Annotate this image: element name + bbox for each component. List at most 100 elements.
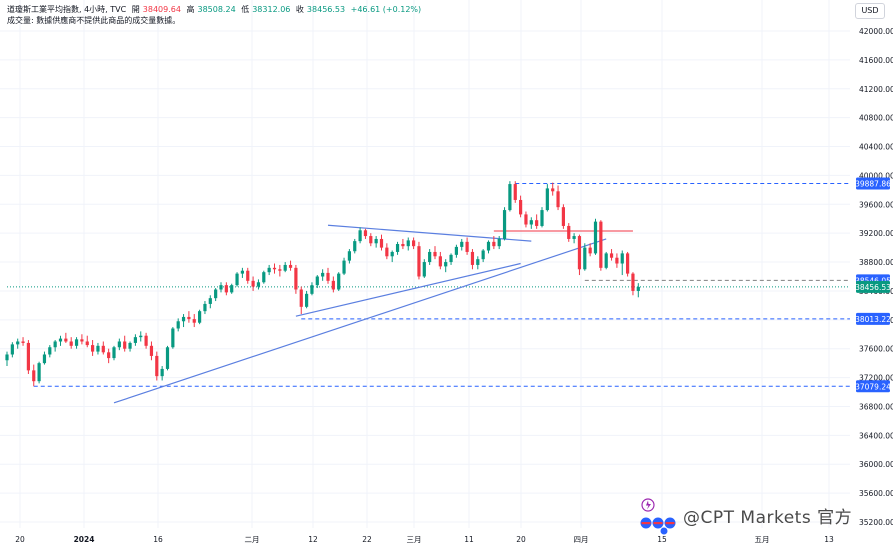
candle bbox=[444, 259, 448, 273]
candle bbox=[561, 204, 565, 229]
candle-body bbox=[379, 238, 384, 248]
candle bbox=[551, 182, 555, 196]
candle-body bbox=[609, 253, 614, 258]
candle bbox=[626, 251, 630, 277]
candle-body bbox=[615, 257, 619, 264]
candle bbox=[192, 314, 196, 328]
y-tick-label: 35600.00 bbox=[859, 489, 893, 498]
candle-body bbox=[417, 246, 421, 277]
candle-body bbox=[278, 269, 282, 271]
candle bbox=[155, 351, 159, 381]
candle-body bbox=[53, 341, 57, 348]
candle bbox=[53, 340, 57, 352]
candle-body bbox=[363, 230, 368, 237]
candle bbox=[412, 237, 416, 250]
candle-body bbox=[347, 251, 351, 261]
candle-body bbox=[460, 241, 464, 247]
candle bbox=[294, 264, 298, 294]
candle-body bbox=[374, 238, 378, 244]
candle-body bbox=[208, 298, 212, 304]
candle bbox=[556, 185, 560, 211]
candle-body bbox=[497, 238, 501, 247]
close-label: 收 bbox=[295, 5, 304, 14]
y-tick-label: 37600.00 bbox=[859, 345, 893, 354]
candle bbox=[117, 338, 121, 351]
candle-body bbox=[519, 199, 523, 215]
candle bbox=[604, 251, 608, 270]
currency-button[interactable]: USD bbox=[855, 3, 885, 19]
candle-body bbox=[144, 335, 148, 346]
candle-body bbox=[572, 236, 576, 239]
candles bbox=[5, 181, 640, 387]
candle-body bbox=[224, 285, 228, 293]
candle bbox=[428, 249, 432, 265]
candle bbox=[519, 195, 523, 218]
low-label: 低 bbox=[241, 5, 250, 14]
time-axis[interactable]: 20 2024 16 二月 12 22 三月 11 20 四月 15 五月 13 bbox=[15, 535, 834, 544]
candle bbox=[545, 184, 549, 212]
candle bbox=[74, 337, 79, 349]
candle-body bbox=[545, 188, 549, 211]
candle-body bbox=[369, 236, 373, 244]
candle-body bbox=[58, 338, 63, 342]
candle bbox=[230, 283, 234, 294]
candle-body bbox=[187, 316, 191, 320]
candle-body bbox=[315, 276, 319, 286]
candle-body bbox=[599, 221, 603, 268]
candle bbox=[171, 327, 175, 349]
candle bbox=[165, 345, 170, 371]
y-tick-label: 36400.00 bbox=[859, 431, 893, 440]
candle bbox=[588, 243, 592, 257]
candle-body bbox=[465, 241, 469, 252]
x-tick-label: 15 bbox=[657, 535, 667, 544]
candle-body bbox=[219, 285, 223, 290]
candle-body bbox=[299, 289, 303, 307]
candle-body bbox=[636, 286, 640, 291]
candle bbox=[636, 283, 640, 298]
y-tick-label: 39200.00 bbox=[859, 229, 893, 238]
candle-body bbox=[401, 244, 405, 247]
candle bbox=[540, 207, 544, 228]
candle bbox=[369, 233, 373, 247]
y-tick-label: 42000.00 bbox=[859, 27, 893, 36]
candle bbox=[144, 332, 148, 349]
candle-body bbox=[267, 267, 271, 273]
candle bbox=[342, 257, 346, 276]
candle-body bbox=[64, 338, 68, 342]
candle-body bbox=[85, 341, 89, 346]
candle-body bbox=[502, 210, 507, 239]
candle bbox=[198, 309, 202, 325]
candle bbox=[219, 282, 223, 293]
candle-body bbox=[128, 342, 132, 349]
candle-body bbox=[112, 347, 116, 359]
candle-body bbox=[48, 347, 52, 355]
candle bbox=[524, 211, 528, 228]
trendline bbox=[113, 238, 607, 404]
candle-body bbox=[251, 280, 255, 287]
candle bbox=[21, 337, 25, 346]
candle bbox=[187, 311, 191, 323]
candle bbox=[235, 272, 239, 287]
candle-body bbox=[310, 285, 314, 294]
candle bbox=[16, 338, 20, 349]
candle bbox=[214, 288, 218, 302]
y-tick-label: 38800.00 bbox=[859, 258, 893, 267]
candle-body bbox=[481, 250, 485, 260]
candle bbox=[5, 351, 9, 367]
candle bbox=[358, 227, 362, 244]
candle-body bbox=[337, 273, 341, 290]
symbol-title: 道瓊斯工業平均指數, 4小時, TVC bbox=[7, 5, 127, 14]
volume-notice: 成交量: 數據供應商不提供此商品的成交量數據。 bbox=[7, 16, 181, 25]
header-line-1: 道瓊斯工業平均指數, 4小時, TVC 開 38409.64 高 38508.24 … bbox=[7, 4, 424, 15]
price-label-text: 39887.86 bbox=[855, 180, 891, 189]
candle bbox=[508, 181, 512, 212]
candle bbox=[32, 364, 36, 387]
candle-body bbox=[486, 241, 491, 251]
candle bbox=[535, 214, 539, 229]
candle-body bbox=[353, 241, 357, 252]
candle bbox=[107, 348, 111, 364]
candle-body bbox=[117, 341, 121, 348]
candle bbox=[278, 264, 282, 277]
candle bbox=[331, 276, 335, 293]
